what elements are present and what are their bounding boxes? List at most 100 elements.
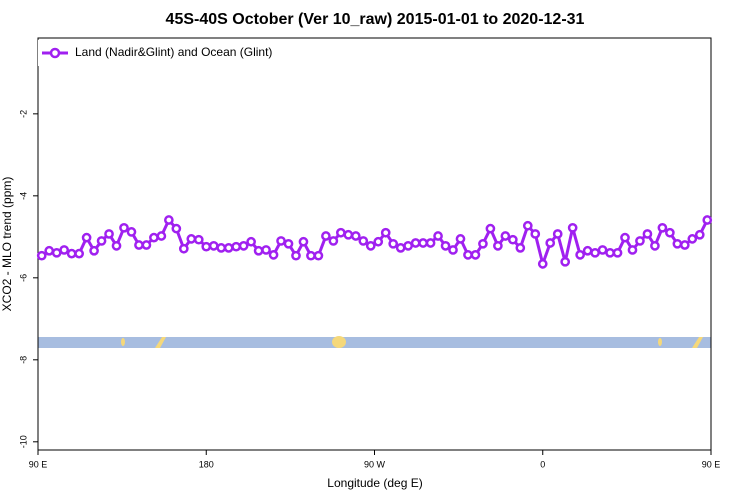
data-point [373,236,384,247]
land-ocean-strip [38,336,711,348]
data-point [336,227,346,238]
data-point [81,232,92,243]
data-point [515,243,526,253]
data-point [208,240,219,251]
data-point [365,240,376,251]
y-tick-label: -6 [18,274,28,282]
data-point [627,245,638,255]
legend-marker [49,47,61,59]
data-point [560,256,571,267]
legend-label: Land (Nadir&Glint) and Ocean (Glint) [75,45,272,59]
y-axis-label: XCO2 - MLO trend (ppm) [0,177,14,312]
data-point [530,229,541,239]
data-point [358,236,369,246]
data-point [702,215,713,225]
data-point [582,245,593,256]
y-tick-label: -4 [18,192,28,200]
data-point [642,229,653,239]
data-point [328,236,339,246]
data-point [590,247,600,258]
data-point [313,250,324,261]
data-point [388,238,399,249]
data-point [66,248,77,259]
data-point [522,220,533,231]
data-point [178,243,189,254]
data-point [605,247,615,258]
data-point [193,234,204,245]
data-point [126,227,137,237]
x-tick-label: 90 W [364,459,386,469]
data-point [268,250,279,260]
data-point [545,238,556,248]
data-point [380,227,391,238]
data-point [635,236,645,246]
y-tick-label: -2 [18,110,28,118]
data-point [343,229,354,240]
x-tick-label: 0 [540,459,545,469]
y-tick-label: -8 [18,356,28,364]
data-point [485,223,496,234]
data-point [687,234,698,244]
land [332,336,346,348]
data-point [694,229,705,240]
data-point [298,236,309,247]
data-point [418,238,428,248]
data-point [74,248,84,259]
data-point [186,234,197,244]
data-point [231,241,242,252]
data-point [156,231,167,241]
legend [38,40,288,66]
data-point [261,245,271,255]
data-point [552,229,563,239]
data-point [597,245,608,255]
y-tick-label: -10 [18,435,28,448]
data-point [246,236,256,247]
data-point [223,243,234,253]
data-point [350,231,361,241]
data-point [59,245,70,255]
data-point [395,243,406,253]
chart-title: 45S-40S October (Ver 10_raw) 2015-01-01 … [166,11,585,28]
x-tick-label: 90 E [702,459,721,469]
land [658,338,662,346]
data-point [672,238,683,249]
data-point [507,234,518,245]
data-point [96,236,107,246]
ocean-band [38,337,711,348]
data-point [679,240,690,250]
data-point [448,245,458,255]
land [692,337,703,348]
data-point [410,238,421,248]
data-point [36,250,47,261]
data-point [665,227,675,238]
data-point [291,250,301,261]
data-point [493,240,503,251]
data-point [89,245,99,256]
data-point [306,250,316,261]
land [155,337,166,348]
data-point [321,231,331,241]
data-point [134,240,144,250]
data-point [238,240,249,251]
data-point [51,247,62,258]
data-point [216,243,227,253]
data-point [612,247,623,258]
data-point [463,250,473,260]
data-point [149,232,159,243]
data-point [657,222,668,233]
data-point [164,215,174,225]
data-point [403,240,413,251]
land [121,338,125,346]
data-point [478,238,488,249]
x-tick-label: 90 E [29,459,48,469]
x-axis-label: Longitude (deg E) [327,476,422,490]
data-point [575,250,585,260]
data-point [650,240,660,251]
data-point [201,241,212,252]
data-point [455,234,466,244]
data-point [433,231,443,241]
data-point [119,222,129,233]
data-point [253,245,264,256]
data-point [44,245,55,256]
